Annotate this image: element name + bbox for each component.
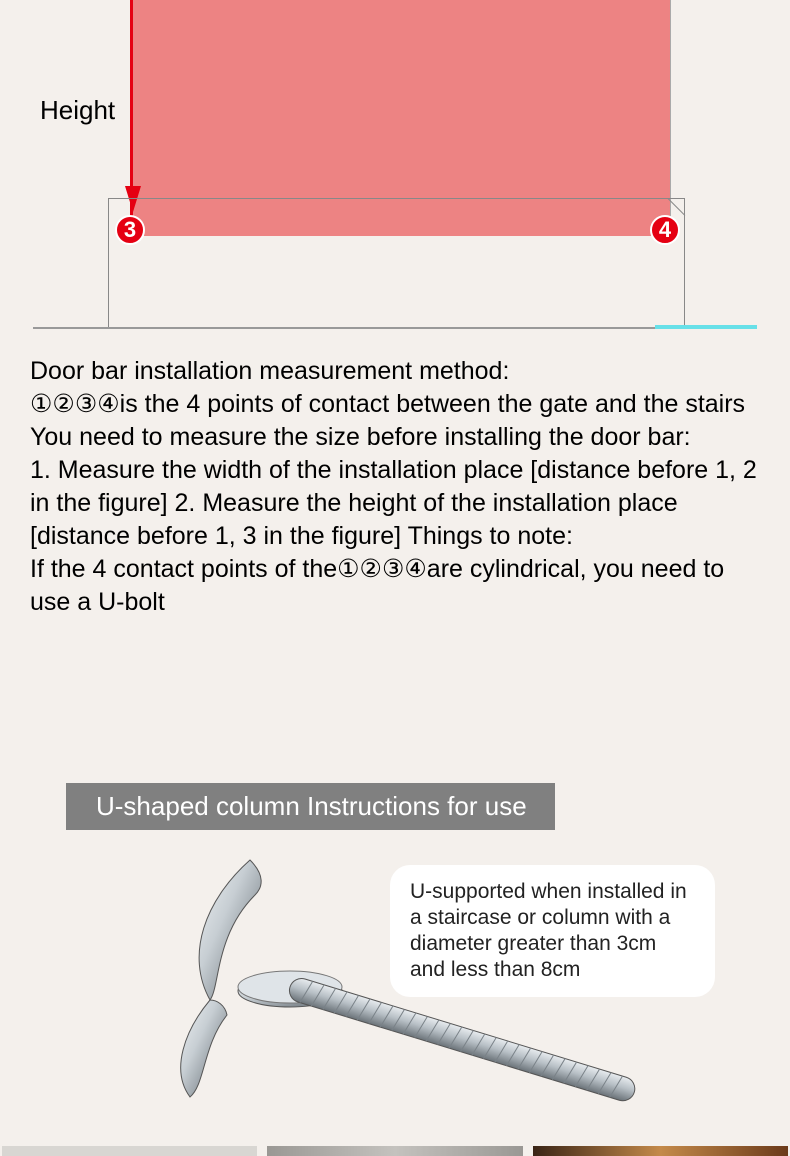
instruction-title: Door bar installation measurement method… [30,355,758,388]
diagram-cyan-accent [655,325,757,329]
diagram-base-line [33,327,757,329]
diagram-left-line [108,198,109,328]
gate-area-box [130,0,670,236]
diagram-right-line [684,198,685,328]
height-label: Height [40,95,115,126]
height-arrow-icon [125,186,141,212]
section-heading-band: U-shaped column Instructions for use [66,783,555,830]
bottom-image-strip [0,1146,790,1156]
strip-panel [2,1146,257,1156]
strip-panel [267,1146,522,1156]
instruction-text-block: Door bar installation measurement method… [30,355,758,619]
instruction-line: You need to measure the size before inst… [30,421,758,454]
ubolt-caption: U-supported when installed in a staircas… [390,865,715,997]
contact-point-marker-4: 4 [650,215,680,245]
diagram-top-line [108,198,684,199]
measurement-diagram: Height 3 4 [0,0,790,330]
instruction-line: If the 4 contact points of the①②③④are cy… [30,553,758,619]
strip-panel [533,1146,788,1156]
instruction-line: ①②③④is the 4 points of contact between t… [30,388,758,421]
contact-point-marker-3: 3 [115,215,145,245]
instruction-line: 1. Measure the width of the installation… [30,454,758,553]
